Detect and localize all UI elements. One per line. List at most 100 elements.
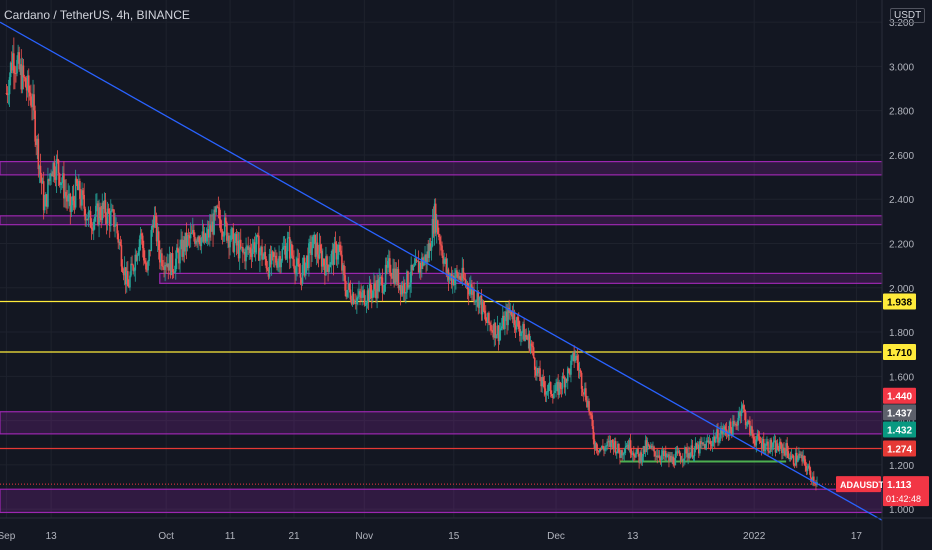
candle-body	[487, 312, 489, 323]
candle-body	[513, 311, 516, 325]
x-tick-label: 2022	[743, 531, 766, 542]
candle-body	[478, 296, 481, 308]
candle-body	[22, 65, 25, 78]
candle-body	[256, 234, 259, 236]
candle-body	[149, 249, 151, 251]
candle-body	[472, 288, 474, 295]
candle-body	[718, 441, 720, 443]
candle-body	[106, 208, 109, 224]
support-resistance-zone[interactable]	[0, 488, 883, 514]
candle-body	[156, 231, 159, 242]
candle-body	[190, 232, 193, 234]
candle-body	[260, 246, 262, 252]
candle-body	[207, 229, 210, 238]
candle-body	[784, 450, 786, 456]
candle-body	[578, 369, 581, 371]
candle-body	[581, 388, 584, 393]
candle-body	[216, 206, 219, 208]
candle-body	[161, 253, 163, 267]
candle-body	[314, 234, 317, 257]
candle-body	[46, 194, 48, 207]
candle-body	[652, 446, 654, 448]
candle-body	[764, 449, 766, 451]
candle-body	[494, 322, 497, 339]
candle-body	[557, 381, 559, 395]
candle-body	[402, 283, 405, 294]
candle-body	[158, 250, 161, 263]
candle-body	[641, 456, 644, 462]
candle-body	[101, 202, 104, 221]
candle-body	[138, 239, 141, 252]
candle-body	[563, 378, 566, 388]
candle-body	[669, 455, 671, 461]
price-tag-bg	[883, 404, 916, 421]
support-resistance-zone[interactable]	[0, 160, 883, 176]
candle-body	[75, 178, 78, 184]
candle-body	[807, 465, 810, 469]
candle-body	[21, 65, 24, 90]
candle-body	[243, 251, 245, 253]
candle-body	[203, 233, 206, 242]
candle-body	[169, 254, 172, 276]
candle-body	[449, 274, 452, 277]
candle-body	[682, 459, 684, 461]
candle-body	[357, 296, 359, 298]
x-tick-label: Dec	[547, 531, 565, 542]
candle-body	[251, 248, 254, 257]
candle-body	[79, 180, 81, 199]
candle-body	[69, 193, 72, 212]
candle-body	[712, 436, 715, 441]
candle-body	[572, 352, 574, 356]
candle-body	[279, 256, 281, 268]
candle-body	[6, 93, 9, 95]
candle-body	[693, 448, 696, 456]
candle-body	[278, 256, 280, 261]
candle-body	[699, 441, 701, 454]
candle-body	[410, 264, 412, 283]
candle-body	[532, 347, 535, 358]
candle-body	[351, 293, 354, 304]
candle-body	[634, 455, 636, 458]
zones	[0, 160, 883, 514]
candle-body	[287, 237, 290, 238]
candle-body	[480, 295, 483, 315]
candle-body	[454, 278, 456, 285]
candle-body	[48, 179, 50, 181]
candle-body	[437, 220, 439, 234]
candle-body	[742, 405, 745, 409]
candle-body	[535, 369, 537, 376]
candle-body	[88, 211, 91, 213]
candle-body	[155, 216, 158, 242]
currency-unit-button[interactable]: USDT	[890, 8, 926, 23]
candle-body	[668, 454, 670, 461]
candle-body	[708, 441, 711, 443]
candle-body	[218, 207, 221, 220]
candle-body	[524, 334, 526, 342]
candle-body	[415, 259, 418, 262]
candle-body	[274, 255, 276, 257]
candle-body	[179, 246, 181, 264]
candle-body	[11, 53, 14, 71]
support-resistance-zone[interactable]	[0, 215, 883, 226]
candle-body	[671, 456, 673, 462]
candle-body	[580, 372, 583, 389]
candle-body	[74, 178, 77, 208]
candle-body	[542, 377, 545, 382]
candle-body	[290, 244, 292, 259]
candle-body	[348, 283, 351, 290]
candle-body	[429, 243, 432, 251]
candle-body	[670, 455, 672, 462]
candle-body	[677, 451, 680, 453]
candle-body	[71, 196, 74, 206]
trendline[interactable]	[0, 21, 883, 521]
candle-body	[23, 77, 26, 78]
candle-body	[492, 330, 494, 338]
candle-body	[37, 138, 40, 170]
candle-body	[799, 453, 801, 455]
candle-body	[711, 440, 714, 447]
candle-body	[362, 290, 365, 293]
candle-body	[25, 86, 28, 91]
candle-body	[475, 300, 477, 302]
